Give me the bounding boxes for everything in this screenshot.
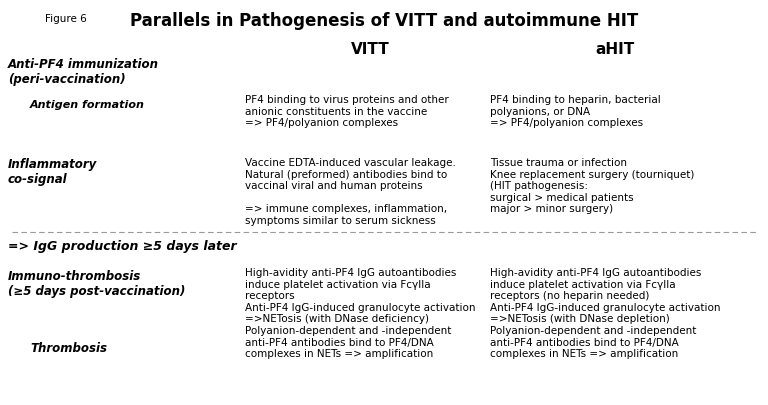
Text: Vaccine EDTA-induced vascular leakage.
Natural (preformed) antibodies bind to
va: Vaccine EDTA-induced vascular leakage. N… — [245, 158, 456, 226]
Text: High-avidity anti-PF4 IgG autoantibodies
induce platelet activation via FcγIIa
r: High-avidity anti-PF4 IgG autoantibodies… — [245, 268, 475, 359]
Text: Figure 6: Figure 6 — [45, 14, 87, 24]
Text: aHIT: aHIT — [595, 42, 634, 57]
Text: Antigen formation: Antigen formation — [30, 100, 145, 110]
Text: => IgG production ≥5 days later: => IgG production ≥5 days later — [8, 240, 237, 253]
Text: Inflammatory
co-signal: Inflammatory co-signal — [8, 158, 98, 186]
Text: Thrombosis: Thrombosis — [30, 342, 107, 355]
Text: Anti-PF4 immunization
(peri-vaccination): Anti-PF4 immunization (peri-vaccination) — [8, 58, 159, 86]
Text: Tissue trauma or infection
Knee replacement surgery (tourniquet)
(HIT pathogenes: Tissue trauma or infection Knee replacem… — [490, 158, 694, 214]
Text: High-avidity anti-PF4 IgG autoantibodies
induce platelet activation via FcγIIa
r: High-avidity anti-PF4 IgG autoantibodies… — [490, 268, 720, 359]
Text: VITT: VITT — [351, 42, 389, 57]
Text: PF4 binding to virus proteins and other
anionic constituents in the vaccine
=> P: PF4 binding to virus proteins and other … — [245, 95, 449, 128]
Text: PF4 binding to heparin, bacterial
polyanions, or DNA
=> PF4/polyanion complexes: PF4 binding to heparin, bacterial polyan… — [490, 95, 660, 128]
Text: Immuno-thrombosis
(≥5 days post-vaccination): Immuno-thrombosis (≥5 days post-vaccinat… — [8, 270, 185, 298]
Text: Parallels in Pathogenesis of VITT and autoimmune HIT: Parallels in Pathogenesis of VITT and au… — [130, 12, 638, 30]
